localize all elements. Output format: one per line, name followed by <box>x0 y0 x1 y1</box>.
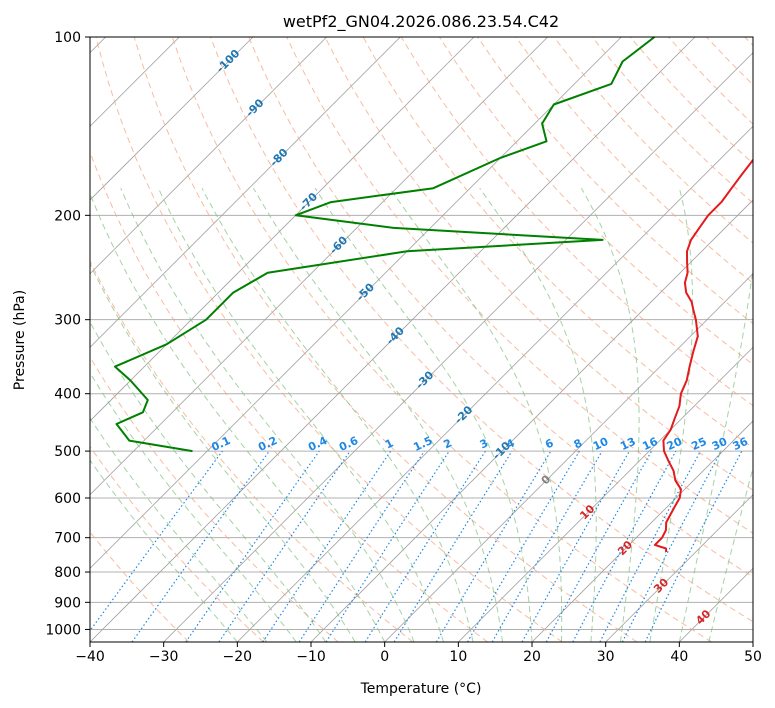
moist-adiabat <box>90 459 238 642</box>
mixing-ratio-label: 13 <box>618 435 637 453</box>
mixing-ratio-line <box>644 450 743 642</box>
x-tick-label: 0 <box>380 649 389 665</box>
axes: −40 −30 −20 −10 0 10 20 30 40 50 100 200 300 400 500 60… <box>45 30 762 665</box>
moist-adiabat <box>708 466 753 642</box>
moist-adiabat <box>120 188 415 642</box>
isotherm-line <box>384 273 753 642</box>
mixing-ratio-label: 16 <box>640 435 660 453</box>
moist-adiabat <box>580 187 640 642</box>
isotherm-line <box>90 37 548 496</box>
dry-adiabat <box>248 37 753 578</box>
mixing-ratio-label: 25 <box>689 435 708 453</box>
isotherm-line <box>237 125 753 642</box>
y-tick-label: 700 <box>54 531 81 547</box>
mixing-ratio-line <box>521 450 631 642</box>
moist-adiabat <box>479 187 597 642</box>
dry-adiabat <box>210 37 753 623</box>
y-tick-label: 200 <box>54 208 81 224</box>
mixing-ratio-line <box>393 450 513 642</box>
dry-adiabat <box>133 37 638 642</box>
y-tick-label: 100 <box>54 30 81 46</box>
x-tick-label: −30 <box>149 649 179 665</box>
x-tick-label: 30 <box>597 649 615 665</box>
dry-adiabat <box>515 37 753 284</box>
dry-adiabats <box>90 37 753 642</box>
x-tick-label: 10 <box>449 649 467 665</box>
mixing-ratio-line <box>185 450 320 642</box>
y-tick-label: 900 <box>54 595 81 611</box>
isotherm-line <box>90 37 401 348</box>
dry-adiabat <box>324 37 753 491</box>
mixing-ratio-label: 30 <box>710 435 730 453</box>
moist-adiabat <box>90 192 386 642</box>
x-tick-label: 40 <box>670 649 688 665</box>
x-tick-label: 50 <box>744 649 762 665</box>
mixing-ratio-label: 20 <box>665 435 685 453</box>
y-tick-label: 300 <box>54 313 81 329</box>
y-tick-label: 400 <box>54 387 81 403</box>
isotherm-line <box>90 37 475 422</box>
dry-adiabat <box>286 37 753 534</box>
x-tick-label: −40 <box>75 649 105 665</box>
moist-adiabat <box>90 262 356 642</box>
dry-adiabat <box>90 445 264 642</box>
mixing-ratio-line <box>325 450 450 642</box>
moist-adiabat <box>253 187 503 642</box>
mixing-ratio-line <box>218 450 351 642</box>
isotherm-line <box>163 52 753 642</box>
y-tick-label: 1000 <box>45 622 81 638</box>
y-tick-label: 500 <box>54 444 81 460</box>
moist-adiabat <box>649 188 694 642</box>
x-tick-label: 20 <box>523 649 541 665</box>
y-axis-label: Pressure (hPa) <box>12 290 28 390</box>
moist-adiabat <box>157 187 445 642</box>
isotherm-line <box>90 37 254 201</box>
temperature-line <box>653 158 753 553</box>
mixing-ratio-line <box>262 450 392 642</box>
isotherm-line <box>90 37 622 569</box>
x-axis-label: Temperature (°C) <box>360 681 482 697</box>
mixing-ratio-label: 10 <box>591 435 611 453</box>
mixing-ratio-labels: 0.1 0.2 0.4 0.6 1 1.5 2 3 4 6 8 10 13 16 20 25 30 36 <box>209 434 750 454</box>
mixing-ratio-lines <box>90 450 743 642</box>
isotherm-line <box>531 420 753 642</box>
y-tick-label: 600 <box>54 491 81 507</box>
mixing-ratio-line <box>90 450 223 632</box>
mixing-ratio-line <box>545 450 653 642</box>
isotherm-line <box>458 346 753 642</box>
isotherm-line <box>605 494 753 642</box>
mixing-ratio-line <box>298 450 425 642</box>
mixing-ratio-line <box>131 450 270 642</box>
moist-adiabats <box>90 187 753 642</box>
dry-adiabat <box>95 37 563 642</box>
isotherm-line <box>90 37 327 275</box>
moist-adiabat <box>678 264 753 642</box>
y-tick-label: 800 <box>54 565 81 581</box>
chart-title: wetPf2_GN04.2026.086.23.54.C42 <box>283 12 559 32</box>
profile-series <box>114 37 753 553</box>
x-tick-label: −10 <box>296 649 326 665</box>
moist-adiabat <box>389 187 563 642</box>
grid-layer <box>90 37 753 642</box>
dry-adiabat <box>90 356 339 642</box>
moist-adiabat <box>90 321 327 642</box>
dry-adiabat <box>171 37 712 642</box>
mixing-ratio-line <box>572 450 677 642</box>
dewpoint-line <box>114 37 656 453</box>
dry-adiabat <box>90 259 414 642</box>
moist-adiabat <box>201 187 474 642</box>
mixing-ratio-label: 36 <box>731 435 751 453</box>
plot-frame <box>89 36 754 643</box>
x-tick-label: −20 <box>223 649 253 665</box>
isotherm-line <box>90 37 696 642</box>
